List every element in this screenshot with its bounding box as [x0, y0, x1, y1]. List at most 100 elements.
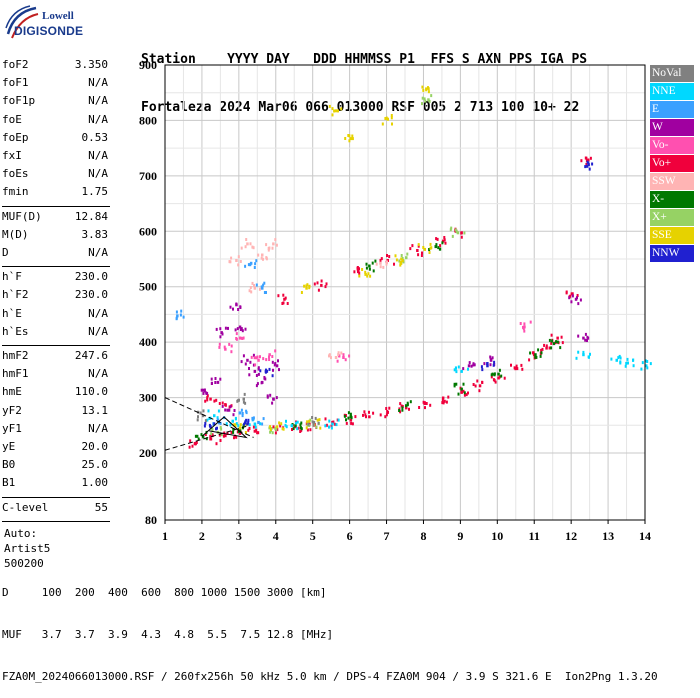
echo-point — [219, 377, 222, 381]
echo-point — [347, 416, 350, 420]
echo-point — [467, 364, 471, 368]
echo-point — [646, 360, 649, 363]
echo-point — [254, 262, 257, 266]
echo-point — [309, 418, 312, 422]
echo-point — [233, 409, 236, 412]
echo-point — [209, 434, 212, 438]
echo-point — [618, 354, 621, 358]
echo-point — [353, 270, 356, 274]
echo-point — [296, 420, 299, 424]
echo-point — [242, 336, 245, 340]
param-row: h`Es N/A — [2, 325, 108, 343]
echo-point — [250, 355, 253, 359]
echo-point — [646, 366, 649, 370]
echo-point — [268, 353, 271, 357]
echo-point — [421, 251, 423, 255]
ionogram-plot: 1 2 3 4 5 6 7 8 9 10 11 12 13 14802003004005006007008… — [139, 58, 652, 543]
echo-point — [523, 325, 526, 329]
echo-point — [250, 290, 253, 294]
param-value: 12.84 — [74, 209, 108, 223]
logo-digisonde-text: DIGISONDE — [14, 24, 84, 38]
echo-point — [474, 384, 477, 388]
param-row: yE 20.0 — [2, 440, 108, 458]
param-row: M(D) 3.83 — [2, 228, 108, 246]
echo-point — [239, 260, 242, 263]
param-name: foEp — [2, 130, 29, 144]
echo-point — [311, 420, 314, 424]
echo-point — [313, 282, 316, 286]
echo-point — [248, 423, 251, 427]
echo-point — [290, 424, 293, 428]
echo-point — [235, 332, 238, 336]
y-tick-label: 500 — [139, 280, 157, 294]
param-row: foF1p N/A — [2, 94, 108, 112]
echo-point — [467, 367, 469, 371]
echo-point — [422, 88, 425, 92]
echo-point — [349, 418, 353, 422]
echo-point — [439, 247, 442, 251]
echo-point — [427, 87, 430, 91]
echo-point — [235, 337, 238, 340]
echo-point — [254, 363, 257, 367]
echo-point — [238, 398, 240, 402]
echo-point — [356, 268, 359, 272]
profile-trace-lines — [164, 397, 254, 451]
param-name: B0 — [2, 458, 16, 472]
param-row: foEp 0.53 — [2, 131, 108, 149]
param-row: foF1 N/A — [2, 76, 108, 94]
echo-point — [175, 310, 178, 314]
echo-point — [425, 402, 428, 405]
echo-point — [400, 261, 403, 265]
param-value: 1.75 — [81, 185, 109, 199]
echo-point — [199, 411, 202, 415]
echo-point — [319, 426, 322, 430]
echo-point — [331, 422, 334, 426]
echo-point — [551, 339, 554, 343]
echo-point — [617, 356, 620, 360]
echo-point — [328, 104, 331, 108]
echo-point — [292, 427, 295, 431]
echo-point — [576, 296, 578, 300]
echo-point — [251, 281, 254, 285]
echo-point — [266, 394, 269, 398]
echo-point — [391, 122, 393, 126]
echo-point — [535, 355, 538, 359]
echo-point — [206, 396, 209, 400]
echo-point — [610, 357, 613, 361]
param-row: D N/A — [2, 246, 108, 264]
echo-point — [584, 156, 587, 160]
echo-point — [224, 408, 227, 412]
echo-point — [218, 342, 221, 346]
echo-point — [232, 423, 235, 427]
echo-point — [489, 355, 492, 359]
echo-point — [204, 421, 207, 425]
param-name: hmF1 — [2, 367, 29, 381]
echo-point — [577, 350, 580, 354]
echo-point — [337, 353, 340, 357]
echo-point — [196, 418, 199, 422]
echo-point — [587, 355, 590, 359]
echo-point — [401, 406, 404, 410]
echo-point — [243, 392, 246, 396]
echo-point — [253, 422, 257, 426]
echo-point — [283, 297, 286, 301]
echo-point — [257, 372, 260, 376]
echo-point — [200, 433, 203, 437]
echo-point — [201, 435, 205, 439]
profile-line — [201, 416, 248, 439]
echo-point — [238, 336, 242, 340]
echo-point — [248, 289, 251, 293]
param-value: N/A — [88, 246, 108, 259]
echo-point — [400, 254, 403, 257]
param-name: h`F — [2, 270, 22, 284]
param-name: yE — [2, 440, 16, 453]
echo-point — [253, 266, 256, 269]
echo-point — [306, 420, 309, 424]
polarization-legend: NoVal NNE E W Vo- Vo+ SSW X- X+ SSE NNW — [650, 65, 694, 263]
echo-point — [386, 261, 388, 264]
echo-point — [503, 376, 506, 380]
echo-point — [263, 376, 266, 379]
param-name: D — [2, 246, 9, 259]
echo-point — [424, 406, 426, 410]
echo-point — [227, 408, 231, 412]
